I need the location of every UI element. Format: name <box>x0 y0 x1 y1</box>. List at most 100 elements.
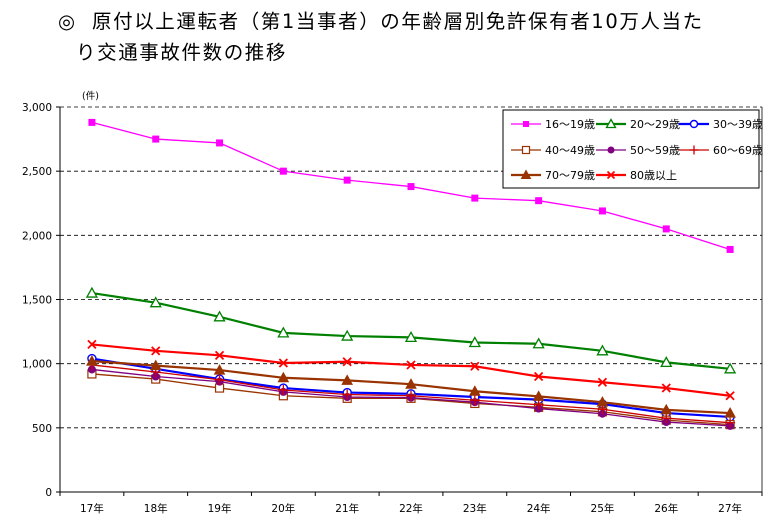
data-point <box>86 355 98 366</box>
data-point <box>406 390 416 401</box>
data-point <box>521 145 531 155</box>
legend-label: 30～39歳 <box>713 118 763 131</box>
data-point <box>597 377 608 387</box>
series-5 <box>86 359 736 428</box>
data-point <box>605 118 617 129</box>
data-point <box>598 207 606 215</box>
legend-box <box>502 109 760 189</box>
x-tick-label: 21年 <box>335 502 359 515</box>
data-point <box>88 118 96 126</box>
legend-item-7: 80歳以上 <box>596 169 677 182</box>
x-tick-label: 23年 <box>463 502 487 515</box>
series-6 <box>86 355 736 418</box>
data-point-stroke <box>278 358 289 368</box>
data-point-stroke <box>87 339 97 350</box>
series-0 <box>88 118 734 253</box>
legend-item-4: 50～59歳 <box>596 144 680 157</box>
data-point <box>523 121 529 127</box>
title-line-2: り交通事故件数の推移 <box>76 41 288 64</box>
legend-item-1: 20～29歳 <box>596 118 680 131</box>
x-tick-label: 20年 <box>271 502 295 515</box>
data-point <box>214 350 225 360</box>
data-point <box>596 396 609 407</box>
x-tick-label: 22年 <box>399 502 423 515</box>
y-unit-label: (件) <box>82 90 99 102</box>
legend-item-6: 70～79歳 <box>511 169 595 182</box>
data-point <box>723 362 737 374</box>
series-1 <box>85 286 737 374</box>
data-point <box>532 337 545 349</box>
series-7 <box>87 339 735 401</box>
data-point-stroke <box>661 383 671 393</box>
data-point <box>471 194 479 202</box>
legend-label: 50～59歳 <box>630 144 680 157</box>
data-point <box>533 399 544 410</box>
data-point <box>606 170 616 180</box>
legend-label: 40～49歳 <box>545 144 595 157</box>
data-point <box>724 407 736 418</box>
data-point-stroke <box>214 350 225 360</box>
data-point <box>468 336 481 348</box>
data-point-stroke <box>470 361 480 371</box>
data-point <box>151 346 161 356</box>
x-tick-label: 25年 <box>591 502 615 515</box>
data-point <box>660 403 673 415</box>
legend-label: 16～19歳 <box>545 118 595 131</box>
gridlines <box>60 106 762 429</box>
data-point <box>689 119 699 129</box>
legend-item-2: 30～39歳 <box>679 118 763 131</box>
data-point <box>214 374 225 385</box>
y-tick-label: 1,500 <box>22 295 52 307</box>
data-point <box>405 378 417 389</box>
data-point-stroke <box>151 346 161 356</box>
data-point <box>341 329 354 341</box>
y-tick-label: 2,000 <box>22 230 52 242</box>
data-point <box>662 225 670 233</box>
legend-item-3: 40～49歳 <box>511 144 595 157</box>
legend-label: 20～29歳 <box>630 118 680 131</box>
data-point <box>343 176 351 184</box>
legend: 16～19歳 20～29歳 30～39歳 40～49歳 50～59歳 60～69歳 70～7… <box>502 109 763 189</box>
x-tick-label: 19年 <box>208 502 232 515</box>
x-tick-label: 17年 <box>80 502 104 515</box>
y-tick-label: 0 <box>45 487 52 499</box>
data-point <box>661 413 672 424</box>
data-point <box>152 135 160 143</box>
data-point <box>213 310 226 322</box>
data-point-stroke <box>533 371 544 382</box>
data-point <box>533 371 544 382</box>
data-point <box>279 167 287 175</box>
data-point <box>277 371 290 383</box>
title-symbol: ◎ <box>58 10 77 33</box>
data-point <box>607 146 615 154</box>
data-point <box>87 339 97 350</box>
data-point <box>216 139 224 147</box>
data-point <box>468 385 481 396</box>
x-axis-ticks: 17年 18年 19年 20年 21年 22年 23年 24年 25年 26年 27年 <box>59 492 763 515</box>
data-point-stroke <box>597 377 608 387</box>
legend-label: 70～79歳 <box>545 169 595 182</box>
data-point <box>404 331 418 343</box>
series-lines <box>85 118 737 430</box>
y-tick-label: 500 <box>32 423 52 435</box>
title-line-1: 原付以上運転者（第1当事者）の年齢層別免許保有者10万人当た <box>92 10 704 33</box>
data-point <box>689 145 699 155</box>
data-point <box>149 296 162 308</box>
data-point-stroke <box>606 170 616 180</box>
data-point <box>532 390 545 401</box>
data-point <box>277 326 290 338</box>
data-point-stroke <box>406 360 416 370</box>
data-point <box>342 389 353 400</box>
series-line <box>91 291 731 370</box>
data-point <box>726 245 734 253</box>
data-point <box>341 374 354 385</box>
data-point <box>406 360 416 370</box>
x-tick-label: 27年 <box>718 502 742 515</box>
y-tick-label: 1,000 <box>22 359 52 371</box>
y-tick-label: 2,500 <box>22 166 52 178</box>
data-point-stroke <box>725 391 735 401</box>
legend-label: 60～69歳 <box>713 144 763 157</box>
data-point <box>85 286 99 298</box>
data-point <box>470 361 480 371</box>
